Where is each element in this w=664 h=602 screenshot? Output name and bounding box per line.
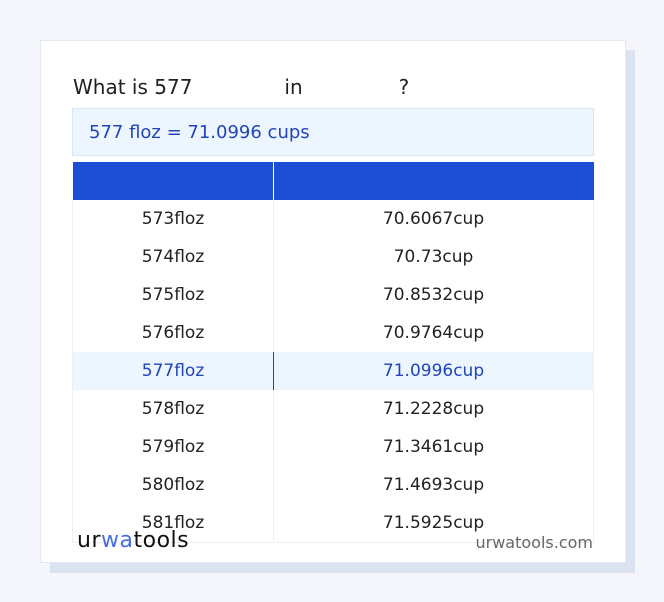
floz-cell: 576floz: [71, 314, 275, 352]
conversion-card: What is 577 in? 577 floz = 71.0996 cups 5…: [40, 40, 626, 563]
table-row: 578floz 71.2228cup: [71, 390, 594, 428]
cups-cell: 71.5925cup: [273, 504, 594, 543]
cups-cell: 71.4693cup: [273, 466, 594, 504]
floz-cell: 581floz: [71, 504, 275, 543]
floz-cell: 578floz: [71, 390, 275, 428]
table-row: 577floz 71.0996cup: [71, 352, 594, 390]
table-row: 579floz 71.3461cup: [71, 428, 594, 466]
cups-cell: 71.2228cup: [273, 390, 594, 428]
question-suffix: ?: [398, 75, 410, 99]
cups-cell: 71.3461cup: [273, 428, 594, 466]
floz-cell: 574floz: [71, 238, 275, 276]
question-mid: in: [284, 75, 303, 99]
cups-cell: 70.8532cup: [273, 276, 594, 314]
question-prefix: What is 577: [73, 75, 193, 99]
site-url[interactable]: urwatools.com: [475, 533, 594, 552]
cups-cell: 70.73cup: [273, 238, 594, 276]
floz-cell: 577floz: [71, 352, 275, 390]
table-row: 574floz 70.73cup: [71, 238, 594, 276]
cups-cell: 71.0996cup: [273, 352, 594, 390]
floz-cell: 580floz: [71, 466, 275, 504]
floz-cell: 579floz: [71, 428, 275, 466]
table-row: 576floz 70.9764cup: [71, 314, 594, 352]
header-from: [72, 162, 275, 200]
conversion-table: 573floz 70.6067cup 574floz 70.73cup 575floz 7…: [71, 162, 594, 543]
cups-cell: 70.6067cup: [273, 200, 594, 238]
table-row: 580floz 71.4693cup: [71, 466, 594, 504]
result-box: 577 floz = 71.0996 cups: [72, 108, 594, 156]
floz-cell: 573floz: [71, 200, 275, 238]
cups-cell: 70.9764cup: [273, 314, 594, 352]
question-heading: What is 577 in?: [73, 75, 409, 99]
table-row: 573floz 70.6067cup: [71, 200, 594, 238]
floz-cell: 575floz: [71, 276, 275, 314]
urwatools-logo[interactable]: urwatools: [77, 528, 190, 553]
table-row: 581floz 71.5925cup: [71, 504, 594, 543]
table-row: 575floz 70.8532cup: [71, 276, 594, 314]
header-to: [273, 162, 594, 200]
